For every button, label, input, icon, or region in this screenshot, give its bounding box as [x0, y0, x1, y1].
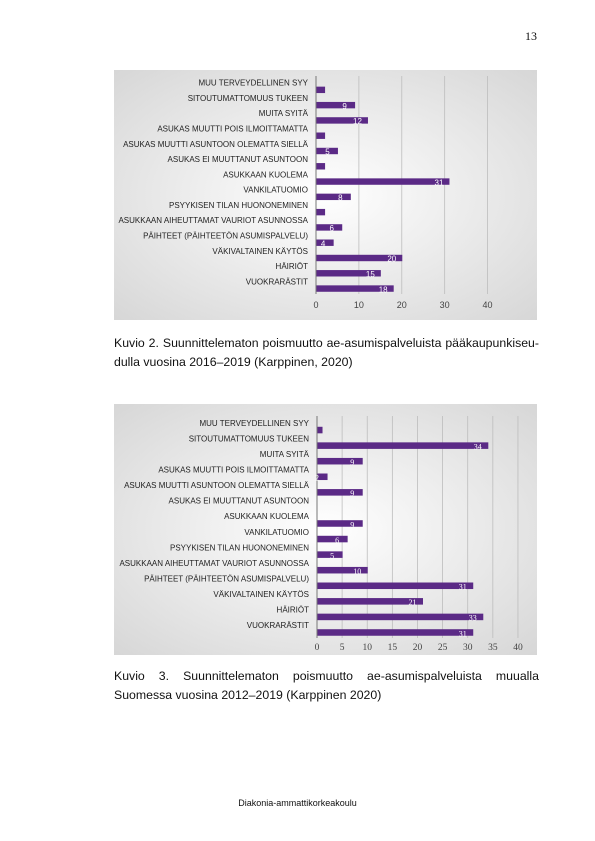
- data-label: 31: [459, 583, 467, 592]
- category-label: MUU TERVEYDELLINEN SYY: [198, 79, 308, 88]
- category-label: VÄKIVALTAINEN KÄYTÖS: [212, 247, 308, 256]
- category-label: ASUKAS MUUTTI POIS ILMOITTAMATTA: [157, 125, 308, 134]
- category-label: ASUKAS MUUTTI ASUNTOON OLEMATTA SIELLÄ: [124, 481, 310, 490]
- category-label: ASUKKAAN AIHEUTTAMAT VAURIOT ASUNNOSSA: [119, 559, 309, 568]
- category-label: VANKILATUOMIO: [243, 186, 308, 195]
- bar: [317, 442, 489, 449]
- x-tick-label: 30: [463, 643, 473, 653]
- category-label: ASUKAS EI MUUTTANUT ASUNTOON: [169, 497, 310, 506]
- figure-2-chart: MUU TERVEYDELLINEN SYY SITOUTUMATTOMUUS T…: [114, 70, 537, 320]
- bar: [317, 566, 368, 574]
- data-label: 2: [315, 474, 319, 483]
- bar: [317, 473, 328, 481]
- category-label: VUOKRARÄSTIT: [246, 277, 308, 286]
- data-label: 6: [330, 224, 335, 233]
- bar: [317, 629, 474, 636]
- data-label: 21: [409, 598, 417, 607]
- x-tick-label: 20: [413, 643, 423, 653]
- x-tick-label: 40: [483, 300, 493, 310]
- category-label: SITOUTUMATTOMUUS TUKEEN: [189, 434, 310, 443]
- bar: [317, 489, 363, 496]
- bar: [316, 285, 394, 292]
- bar: [316, 239, 334, 246]
- bar: [317, 457, 363, 465]
- figure-2-chart-svg: MUU TERVEYDELLINEN SYY SITOUTUMATTOMUUS T…: [114, 70, 537, 320]
- x-tick-label: 10: [362, 643, 372, 653]
- bar: [316, 224, 343, 231]
- bar: [316, 178, 450, 185]
- data-label: 31: [459, 629, 467, 638]
- bar: [316, 86, 326, 94]
- x-tick-label: 30: [440, 300, 450, 310]
- data-label: 5: [330, 551, 334, 560]
- data-label: 9: [350, 458, 354, 467]
- x-tick-label: 15: [388, 643, 398, 653]
- category-label: MUITA SYITÄ: [259, 109, 309, 118]
- category-label: VANKILATUOMIO: [244, 528, 309, 537]
- bar: [316, 147, 338, 155]
- category-label: PÄIHTEET (PÄIHTEETÖN ASUMISPALVELU): [143, 232, 308, 241]
- bar: [316, 270, 381, 277]
- category-label: PÄIHTEET (PÄIHTEETÖN ASUMISPALVELU): [144, 575, 309, 584]
- bar: [317, 551, 343, 558]
- data-label: 31: [435, 178, 444, 187]
- category-label: ASUKAS MUUTTI ASUNTOON OLEMATTA SIELLÄ: [123, 140, 309, 149]
- bar: [316, 117, 368, 124]
- x-tick-label: 0: [313, 300, 318, 310]
- page-number: 13: [525, 29, 537, 43]
- data-label: 4: [321, 239, 326, 248]
- data-label: 9: [342, 102, 347, 111]
- x-tick-label: 25: [438, 643, 448, 653]
- bar: [316, 208, 326, 216]
- bar: [317, 598, 423, 605]
- bar: [317, 613, 484, 621]
- category-label: VUOKRARÄSTIT: [247, 621, 309, 630]
- category-label: HÄIRIÖT: [277, 606, 310, 615]
- category-label: VÄKIVALTAINEN KÄYTÖS: [213, 590, 309, 599]
- data-label: 10: [353, 567, 361, 576]
- data-label: 34: [474, 442, 482, 451]
- bar: [317, 582, 474, 590]
- category-label: ASUKKAAN KUOLEMA: [224, 512, 310, 521]
- figure-2-caption: Kuvio 2. Suunnittelematon poismuutto ae-…: [114, 336, 539, 369]
- category-label: SITOUTUMATTOMUUS TUKEEN: [188, 94, 309, 103]
- bar: [317, 520, 363, 527]
- data-label: 9: [350, 520, 354, 529]
- data-label: 6: [335, 536, 339, 545]
- x-tick-label: 35: [488, 643, 498, 653]
- figure-3-caption: Kuvio 3. Suunnittelematon poismuutto ae-…: [114, 669, 539, 702]
- bar: [316, 193, 351, 201]
- x-tick-label: 5: [340, 643, 345, 653]
- figure-3-chart-svg: MUU TERVEYDELLINEN SYY SITOUTUMATTOMUUS T…: [114, 404, 537, 655]
- page-footer: Diakonia-ammattikorkeakoulu: [238, 798, 357, 808]
- bar: [317, 426, 323, 434]
- data-label: 8: [338, 194, 343, 203]
- x-tick-label: 40: [513, 643, 523, 653]
- data-label: 5: [325, 148, 330, 157]
- category-label: PSYYKISEN TILAN HUONONEMINEN: [170, 543, 309, 552]
- bar: [316, 163, 326, 170]
- x-tick-label: 0: [315, 643, 320, 653]
- x-tick-label: 10: [354, 300, 364, 310]
- category-label: MUITA SYITÄ: [260, 450, 310, 459]
- bar: [316, 132, 326, 139]
- x-tick-label: 20: [397, 300, 407, 310]
- category-label: ASUKKAAN AIHEUTTAMAT VAURIOT ASUNNOSSA: [118, 216, 308, 225]
- data-label: 18: [379, 285, 388, 294]
- data-label: 12: [353, 117, 362, 126]
- figure-3-chart: MUU TERVEYDELLINEN SYY SITOUTUMATTOMUUS T…: [114, 404, 537, 655]
- category-label: HÄIRIÖT: [276, 262, 309, 271]
- category-label: ASUKAS MUUTTI POIS ILMOITTAMATTA: [158, 466, 309, 475]
- data-label: 33: [469, 614, 477, 623]
- bar: [316, 101, 356, 109]
- bar: [316, 254, 403, 262]
- bar: [317, 535, 348, 543]
- data-label: 15: [366, 270, 375, 279]
- data-label: 9: [350, 489, 354, 498]
- category-label: MUU TERVEYDELLINEN SYY: [199, 419, 309, 428]
- category-label: ASUKAS EI MUUTTANUT ASUNTOON: [168, 155, 309, 164]
- category-label: PSYYKISEN TILAN HUONONEMINEN: [169, 201, 308, 210]
- category-label: ASUKKAAN KUOLEMA: [223, 170, 309, 179]
- data-label: 20: [387, 255, 396, 264]
